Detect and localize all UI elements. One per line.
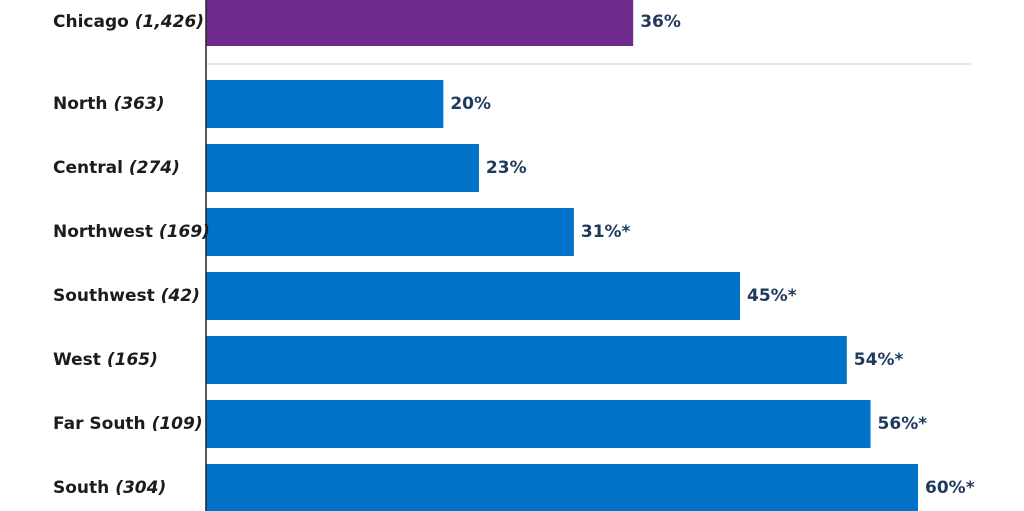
category-label-northwest: Northwest (169) [53,222,210,242]
value-label-north: 20% [450,94,491,114]
category-name: Chicago [53,12,135,32]
category-sample-size: (109) [152,414,203,434]
bar-south [206,464,918,511]
value-label-far-south: 56%* [878,414,928,434]
value-label-northwest: 31%* [581,222,631,242]
bar-north [206,80,444,128]
category-name: North [53,94,113,114]
category-label-chicago: Chicago (1,426) [53,12,204,32]
bar-central [206,144,479,192]
bar-southwest [206,272,740,320]
category-sample-size: (42) [161,286,200,306]
category-sample-size: (165) [107,350,158,370]
category-name: Southwest [53,286,161,306]
category-sample-size: (274) [129,158,180,178]
value-label-central: 23% [486,158,527,178]
category-name: West [53,350,107,370]
category-sample-size: (1,426) [135,12,204,32]
category-sample-size: (304) [115,478,166,498]
category-name: Far South [53,414,152,434]
bar-northwest [206,208,574,256]
value-label-south: 60%* [925,478,975,498]
category-sample-size: (169) [159,222,210,242]
category-label-central: Central (274) [53,158,180,178]
category-label-north: North (363) [53,94,164,114]
category-label-far-south: Far South (109) [53,414,203,434]
category-name: South [53,478,115,498]
category-name: Northwest [53,222,159,242]
bar-chicago [206,0,634,46]
category-name: Central [53,158,129,178]
value-label-west: 54%* [854,350,904,370]
value-label-chicago: 36% [640,12,681,32]
category-label-southwest: Southwest (42) [53,286,200,306]
category-label-west: West (165) [53,350,158,370]
category-sample-size: (363) [113,94,164,114]
category-label-south: South (304) [53,478,166,498]
bar-far-south [206,400,871,448]
bar-west [206,336,847,384]
value-label-southwest: 45%* [747,286,797,306]
